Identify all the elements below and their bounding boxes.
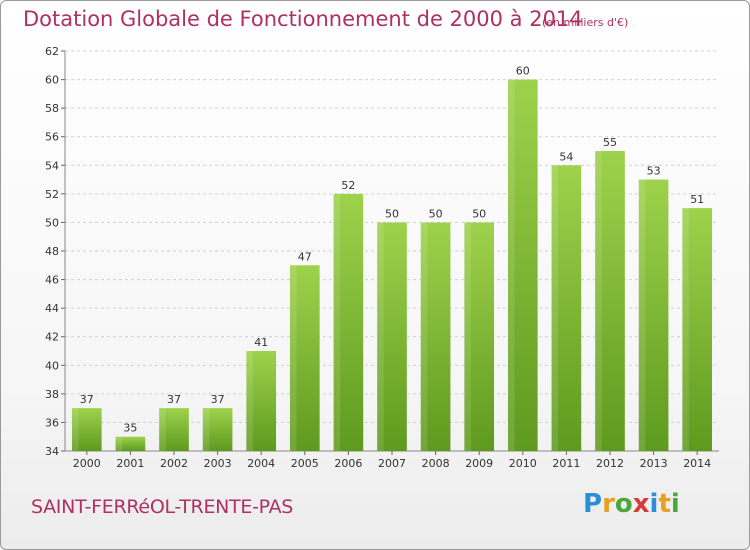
data-label: 37 <box>167 393 181 406</box>
data-label: 47 <box>298 250 312 263</box>
bar-2007 <box>377 222 407 451</box>
bar-highlight <box>377 222 384 451</box>
bar-2003 <box>202 408 233 451</box>
x-tick-label: 2005 <box>291 457 319 470</box>
x-tick-label: 2014 <box>683 457 711 470</box>
bar-highlight <box>638 179 646 452</box>
bar-2009 <box>464 222 495 451</box>
x-tick-label: 2010 <box>509 457 537 470</box>
y-tick-label: 46 <box>45 274 59 287</box>
data-label: 41 <box>254 336 268 349</box>
bar-highlight <box>507 79 515 452</box>
data-label: 35 <box>123 422 137 435</box>
bar-2006 <box>333 193 364 451</box>
x-tick-label: 2006 <box>334 457 362 470</box>
bar-highlight <box>115 436 123 451</box>
y-tick-label: 58 <box>45 102 59 115</box>
proxiti-logo[interactable]: Proxiti <box>583 489 680 519</box>
x-tick-label: 2013 <box>640 457 668 470</box>
bar-2010 <box>507 79 538 452</box>
data-label: 50 <box>472 207 486 220</box>
bar-2014 <box>682 208 713 451</box>
bar-2004 <box>246 351 277 451</box>
y-tick-label: 34 <box>45 445 59 458</box>
bar-highlight <box>420 222 428 451</box>
y-tick-label: 62 <box>45 45 59 58</box>
data-labels: 37 35 37 37 41 47 52 50 50 50 60 54 55 53 51 <box>80 65 704 435</box>
x-tick-label: 2002 <box>160 457 188 470</box>
logo-letter: x <box>632 489 650 519</box>
chart-subtitle: (en milliers d'€) <box>542 16 629 29</box>
x-tick-label: 2003 <box>204 457 232 470</box>
bar-highlight <box>595 151 602 451</box>
bar-highlight <box>551 165 559 452</box>
y-tick-label: 60 <box>45 74 59 87</box>
y-tick-label: 42 <box>45 331 59 344</box>
bar-2005 <box>289 265 320 451</box>
data-label: 53 <box>647 165 661 178</box>
x-tick-label: 2008 <box>422 457 450 470</box>
logo-letter: i <box>670 489 680 519</box>
bar-2013 <box>638 179 669 452</box>
y-tick-label: 50 <box>45 216 59 229</box>
logo-letter: P <box>583 489 603 519</box>
logo-letter: r <box>602 489 615 519</box>
bar-highlight <box>289 265 297 451</box>
data-label: 50 <box>429 207 443 220</box>
bar-highlight <box>159 408 166 451</box>
bar-highlight <box>682 208 689 451</box>
logo-letter: o <box>614 489 633 519</box>
bar-2012 <box>595 151 625 451</box>
y-tick-label: 44 <box>45 302 59 315</box>
logo-letter: t <box>658 489 671 519</box>
bar-highlight <box>202 408 210 451</box>
data-label: 60 <box>516 65 530 78</box>
bar-highlight <box>333 193 341 451</box>
bar-2002 <box>159 408 189 451</box>
y-tick-label: 40 <box>45 359 59 372</box>
bar-2008 <box>420 222 451 451</box>
chart-title: Dotation Globale de Fonctionnement de 20… <box>23 7 583 31</box>
x-tick-label: 2007 <box>378 457 406 470</box>
data-label: 37 <box>80 393 94 406</box>
x-tick-label: 2009 <box>465 457 493 470</box>
y-tick-label: 54 <box>45 159 59 172</box>
bar-2011 <box>551 165 582 452</box>
data-label: 51 <box>690 193 704 206</box>
y-tick-label: 56 <box>45 131 59 144</box>
x-tick-label: 2012 <box>596 457 624 470</box>
x-tick-label: 2001 <box>116 457 144 470</box>
y-tick-label: 52 <box>45 188 59 201</box>
data-label: 55 <box>603 136 617 149</box>
bar-highlight <box>71 408 79 451</box>
x-tick-label: 2004 <box>247 457 275 470</box>
logo-letter: i <box>649 489 659 519</box>
bar-highlight <box>464 222 471 451</box>
data-label: 52 <box>341 179 355 192</box>
data-label: 50 <box>385 207 399 220</box>
y-tick-label: 38 <box>45 388 59 401</box>
bar-highlight <box>246 351 253 451</box>
bar-2000 <box>71 408 102 451</box>
x-tick-label: 2000 <box>73 457 101 470</box>
y-tick-label: 36 <box>45 416 59 429</box>
bars <box>71 79 713 452</box>
data-label: 37 <box>211 393 225 406</box>
commune-name: SAINT-FERRéOL-TRENTE-PAS <box>31 496 294 518</box>
data-label: 54 <box>559 150 573 163</box>
x-tick-label: 2011 <box>552 457 580 470</box>
y-tick-label: 48 <box>45 245 59 258</box>
bar-2001 <box>115 436 146 451</box>
